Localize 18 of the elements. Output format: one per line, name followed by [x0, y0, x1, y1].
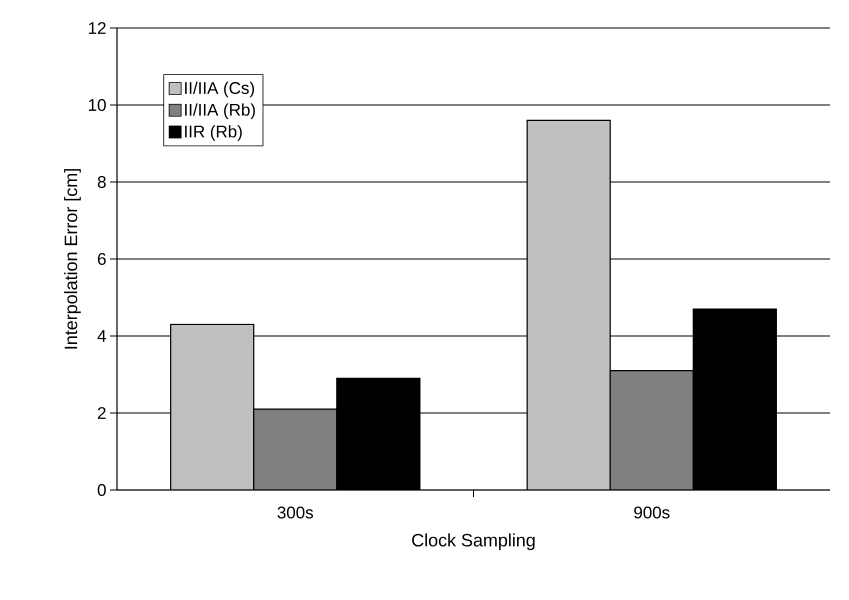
x-axis-title: Clock Sampling	[412, 533, 535, 550]
y-tick-label: 4	[97, 330, 106, 342]
legend-label: IIR (Rb)	[185, 125, 242, 141]
y-axis-title: Interpolation Error [cm]	[64, 169, 81, 349]
bar	[610, 370, 694, 490]
legend-label: II/IIA (Rb)	[185, 103, 255, 120]
x-tick-label: 300s	[278, 506, 313, 519]
y-tick-label: 12	[88, 22, 106, 34]
y-tick-label: 2	[98, 407, 106, 419]
y-tick-label: 10	[88, 99, 106, 111]
bar	[526, 120, 611, 490]
y-tick-label: 0	[98, 484, 106, 496]
legend-label: II/IIA (Cs)	[185, 82, 254, 98]
x-tick-label: 900s	[634, 506, 670, 519]
y-tick-label: 8	[98, 176, 106, 188]
bar	[170, 324, 254, 490]
bar	[254, 409, 337, 490]
y-tick-label: 6	[98, 253, 106, 265]
